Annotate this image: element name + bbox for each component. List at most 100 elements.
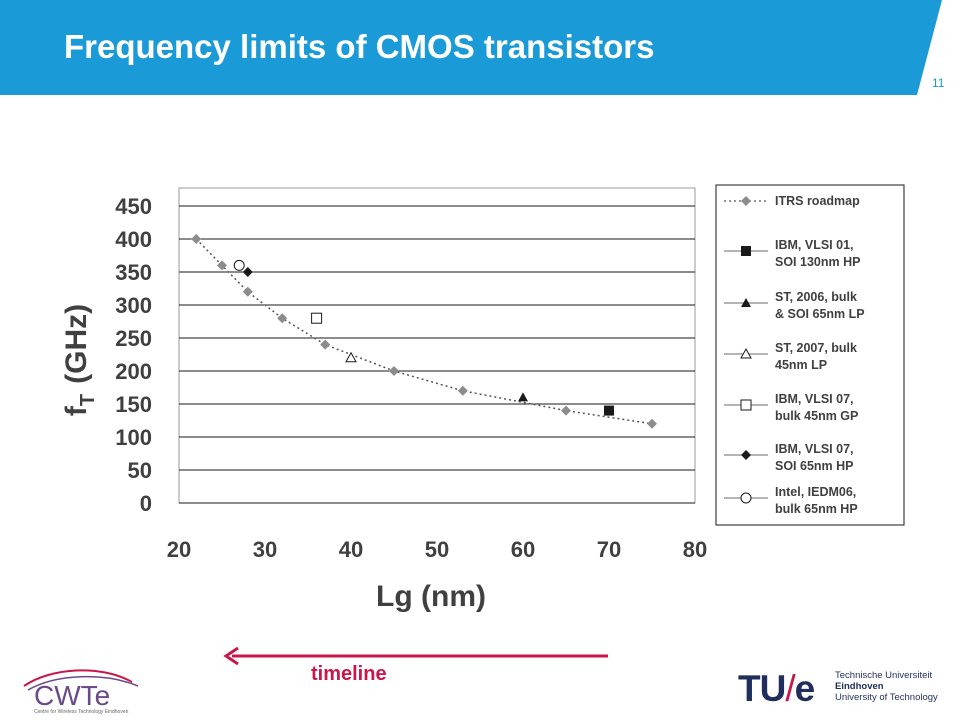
- y-tick-label: 350: [115, 260, 152, 285]
- legend-label-line1: Intel, IEDM06,: [775, 485, 856, 499]
- y-tick-label: 400: [115, 227, 152, 252]
- data-point: [647, 418, 657, 429]
- legend-swatch-marker: [741, 246, 751, 256]
- data-point: [191, 234, 202, 244]
- data-point: [242, 286, 253, 297]
- header-blue-band: [0, 0, 942, 95]
- x-tick-label: 70: [597, 537, 621, 562]
- tue-logo: TU/e: [738, 668, 816, 710]
- legend-swatch-marker: [741, 196, 751, 206]
- y-tick-labels: 0 50 100 150 200 250 300 350 400 450: [115, 194, 152, 516]
- legend-swatch-marker: [740, 399, 752, 411]
- legend-item: ITRS roadmap: [724, 194, 860, 208]
- legend-label-line1: ST, 2006, bulk: [775, 290, 857, 304]
- data-point: [518, 392, 528, 402]
- tue-line-1: Technische Universiteit: [835, 670, 933, 681]
- legend-label-line1: IBM, VLSI 07,: [775, 442, 854, 456]
- x-tick-label: 30: [253, 537, 277, 562]
- series-4: [311, 312, 323, 324]
- slide-title: Frequency limits of CMOS transistors: [64, 28, 655, 65]
- plot-border: [178, 187, 696, 504]
- legend-label-line1: ST, 2007, bulk: [775, 341, 857, 355]
- slide-header: Frequency limits of CMOS transistors: [0, 0, 960, 95]
- legend-swatch-marker: [741, 298, 751, 307]
- series-5: [242, 267, 253, 277]
- timeline-arrow-head: [223, 646, 239, 666]
- x-tick-label: 40: [339, 537, 363, 562]
- series-1: [604, 405, 614, 416]
- legend-item: IBM, VLSI 07, bulk 45nm GP: [724, 392, 858, 423]
- legend-item: ST, 2007, bulk 45nm LP: [724, 341, 857, 372]
- legend-label-line1: ITRS roadmap: [775, 194, 860, 208]
- tue-wordmark: Technische Universiteit Eindhoven Univer…: [835, 670, 938, 703]
- tue-line-2: Eindhoven: [835, 681, 884, 692]
- legend-label-line2: SOI 130nm HP: [775, 255, 860, 269]
- timeline-arrow: [223, 646, 608, 666]
- y-tick-label: 450: [115, 194, 152, 219]
- data-point: [320, 339, 331, 350]
- x-tick-label: 60: [511, 537, 535, 562]
- legend-swatch-marker: [740, 347, 752, 359]
- tue-mark-left: TU: [738, 668, 786, 709]
- data-point: [311, 312, 323, 324]
- tue-line-3: University of Technology: [835, 692, 938, 703]
- series-3: [345, 351, 357, 363]
- series-line: [195, 238, 653, 425]
- legend: ITRS roadmap IBM, VLSI 01, SOI 130nm HP ST,…: [715, 184, 905, 526]
- legend-label-line2: bulk 45nm GP: [775, 409, 858, 423]
- x-tick-labels: 20 30 40 50 60 70 80: [167, 537, 707, 562]
- legend-label-line2: bulk 65nm HP: [775, 502, 858, 516]
- y-axis-label-sub: T: [77, 394, 99, 406]
- legend-label-line2: & SOI 65nm LP: [775, 307, 865, 321]
- series-0: [191, 234, 657, 429]
- legend-swatch-marker: [740, 492, 752, 504]
- legend-label-line2: 45nm LP: [775, 358, 827, 372]
- x-axis-label: Lg (nm): [376, 580, 486, 613]
- plot-area: [178, 187, 696, 504]
- cwte-swoosh-icon: [23, 669, 139, 691]
- page-number: 11: [932, 76, 945, 90]
- y-tick-label: 50: [128, 458, 152, 483]
- tue-mark-right: e: [794, 668, 816, 709]
- y-axis-label: fT (GHz): [60, 304, 99, 416]
- data-point: [389, 366, 399, 376]
- tue-mark-slash: /: [785, 668, 795, 709]
- legend-label-line2: SOI 65nm HP: [775, 459, 854, 473]
- legend-item: IBM, VLSI 01, SOI 130nm HP: [724, 238, 860, 269]
- y-tick-label: 250: [115, 326, 152, 351]
- x-tick-label: 80: [683, 537, 707, 562]
- data-series: [191, 234, 657, 429]
- y-tick-label: 0: [140, 491, 152, 516]
- y-axis-label-unit: (GHz): [60, 304, 93, 384]
- series-2: [518, 392, 528, 402]
- legend-label-line1: IBM, VLSI 07,: [775, 392, 854, 406]
- header-banner: [0, 0, 942, 95]
- cwte-logo: [20, 664, 150, 718]
- x-tick-label: 20: [167, 537, 191, 562]
- data-point: [457, 385, 468, 396]
- y-tick-label: 200: [115, 359, 152, 384]
- series-6: [233, 259, 245, 271]
- timeline-label: timeline: [311, 663, 387, 685]
- data-point: [604, 405, 614, 416]
- grid-lines: [179, 205, 695, 504]
- y-axis-label-main: f: [60, 405, 93, 416]
- x-tick-label: 50: [425, 537, 449, 562]
- data-point: [561, 405, 571, 416]
- cwte-subtitle: Centre for Wireless Technology Eindhoven: [34, 709, 129, 715]
- y-tick-label: 100: [115, 425, 152, 450]
- y-tick-label: 150: [115, 392, 152, 417]
- y-tick-label: 300: [115, 293, 152, 318]
- legend-item: Intel, IEDM06, bulk 65nm HP: [724, 485, 858, 516]
- legend-label-line1: IBM, VLSI 01,: [775, 238, 854, 252]
- cwte-name: CWTe: [34, 680, 111, 711]
- legend-swatch-marker: [741, 450, 751, 460]
- legend-item: IBM, VLSI 07, SOI 65nm HP: [724, 442, 854, 473]
- data-point: [233, 259, 245, 271]
- legend-item: ST, 2006, bulk & SOI 65nm LP: [724, 290, 865, 321]
- data-point: [345, 351, 357, 363]
- data-point: [217, 260, 227, 271]
- data-point: [242, 267, 253, 277]
- data-point: [277, 313, 288, 324]
